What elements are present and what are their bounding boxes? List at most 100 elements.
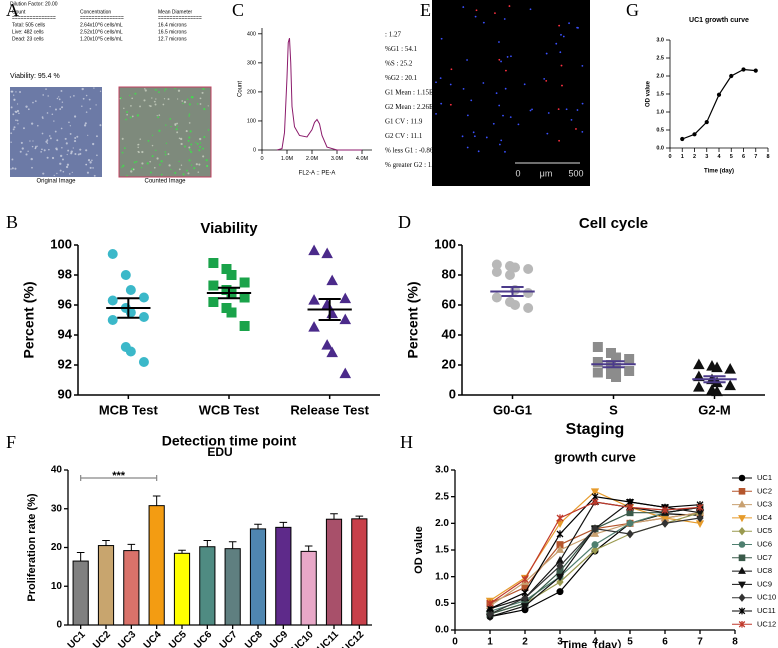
speck xyxy=(59,154,63,158)
bar xyxy=(325,518,343,626)
speck xyxy=(27,150,29,153)
dot xyxy=(561,84,563,87)
error-bar xyxy=(203,540,212,547)
speck xyxy=(157,91,160,94)
marker xyxy=(592,357,603,367)
speck xyxy=(191,96,194,99)
stat: G1 CV : 11.9 xyxy=(385,118,423,126)
speck xyxy=(198,149,201,152)
speck xyxy=(73,140,77,143)
speck xyxy=(178,168,181,171)
table-header: Count xyxy=(12,9,26,15)
marker xyxy=(555,545,565,553)
speck xyxy=(11,158,14,161)
speck xyxy=(157,116,160,119)
y-tick-label: 0 xyxy=(253,147,256,153)
dot xyxy=(560,64,563,67)
marker xyxy=(308,321,320,332)
marker xyxy=(555,573,565,582)
speck xyxy=(47,95,49,97)
error-bar xyxy=(254,523,262,529)
marker xyxy=(729,73,734,79)
speck xyxy=(30,157,33,161)
error-bar xyxy=(127,543,136,551)
speck xyxy=(174,171,177,175)
x-tick-label: MCB Test xyxy=(99,402,159,417)
speck xyxy=(202,87,205,91)
table-separator: =============== xyxy=(80,15,124,21)
speck xyxy=(190,150,193,154)
speck xyxy=(188,136,191,139)
speck xyxy=(169,117,172,120)
error-bar xyxy=(228,541,237,549)
speck xyxy=(45,88,47,90)
y-tick-label: 100 xyxy=(434,236,456,251)
speck xyxy=(56,172,58,175)
marker xyxy=(491,292,502,303)
speck xyxy=(185,130,188,133)
speck xyxy=(37,124,39,127)
marker xyxy=(738,554,746,562)
dot xyxy=(474,15,477,18)
bar xyxy=(300,550,317,626)
speck xyxy=(76,135,79,138)
speck xyxy=(153,100,156,103)
x-tick-label: 2.0M xyxy=(306,156,319,162)
speck xyxy=(45,140,48,143)
x-tick-label: 3.0M xyxy=(331,156,344,162)
speck xyxy=(202,155,205,158)
speck xyxy=(203,136,206,139)
chart-title: Viability xyxy=(200,220,258,237)
speck xyxy=(93,174,96,177)
dot xyxy=(523,83,526,86)
speck xyxy=(96,135,98,138)
speck xyxy=(64,137,67,140)
speck xyxy=(41,148,43,151)
error-bar xyxy=(102,540,110,546)
speck xyxy=(59,162,62,165)
speck xyxy=(31,145,34,148)
speck xyxy=(73,115,77,118)
dot xyxy=(581,130,584,133)
dot xyxy=(449,83,452,86)
speck xyxy=(11,90,14,93)
legend-label: UC12 xyxy=(757,619,776,628)
marker xyxy=(592,367,603,378)
legend-label: UC3 xyxy=(757,500,772,509)
dot xyxy=(557,108,560,111)
speck xyxy=(21,147,24,150)
x-tick-label: G2-M xyxy=(698,402,731,417)
speck xyxy=(131,97,134,100)
marker xyxy=(624,366,635,376)
speck xyxy=(59,108,62,110)
speck xyxy=(72,147,74,149)
speck xyxy=(182,102,184,105)
speck xyxy=(61,101,64,103)
dot xyxy=(581,64,584,67)
speck xyxy=(196,142,199,145)
speck xyxy=(23,127,25,130)
x-axis-label: Detection time point xyxy=(162,433,297,449)
marker xyxy=(138,312,149,322)
dot xyxy=(466,146,469,149)
y-tick-label: 90 xyxy=(58,386,72,401)
speck xyxy=(82,97,85,100)
speck xyxy=(95,104,97,106)
speck xyxy=(199,145,202,148)
speck xyxy=(68,173,71,175)
dot xyxy=(581,102,584,105)
speck xyxy=(121,166,123,168)
speck xyxy=(10,168,12,170)
speck xyxy=(126,113,128,116)
dot xyxy=(435,112,437,115)
marker xyxy=(125,346,136,357)
dot xyxy=(492,122,495,125)
speck xyxy=(71,171,73,173)
dot xyxy=(485,136,488,139)
panel-label: G xyxy=(626,0,639,20)
error-bar xyxy=(330,513,338,520)
speck xyxy=(178,137,181,140)
dot xyxy=(508,5,511,7)
speck xyxy=(36,145,38,147)
y-tick-label: 2.0 xyxy=(435,518,449,529)
